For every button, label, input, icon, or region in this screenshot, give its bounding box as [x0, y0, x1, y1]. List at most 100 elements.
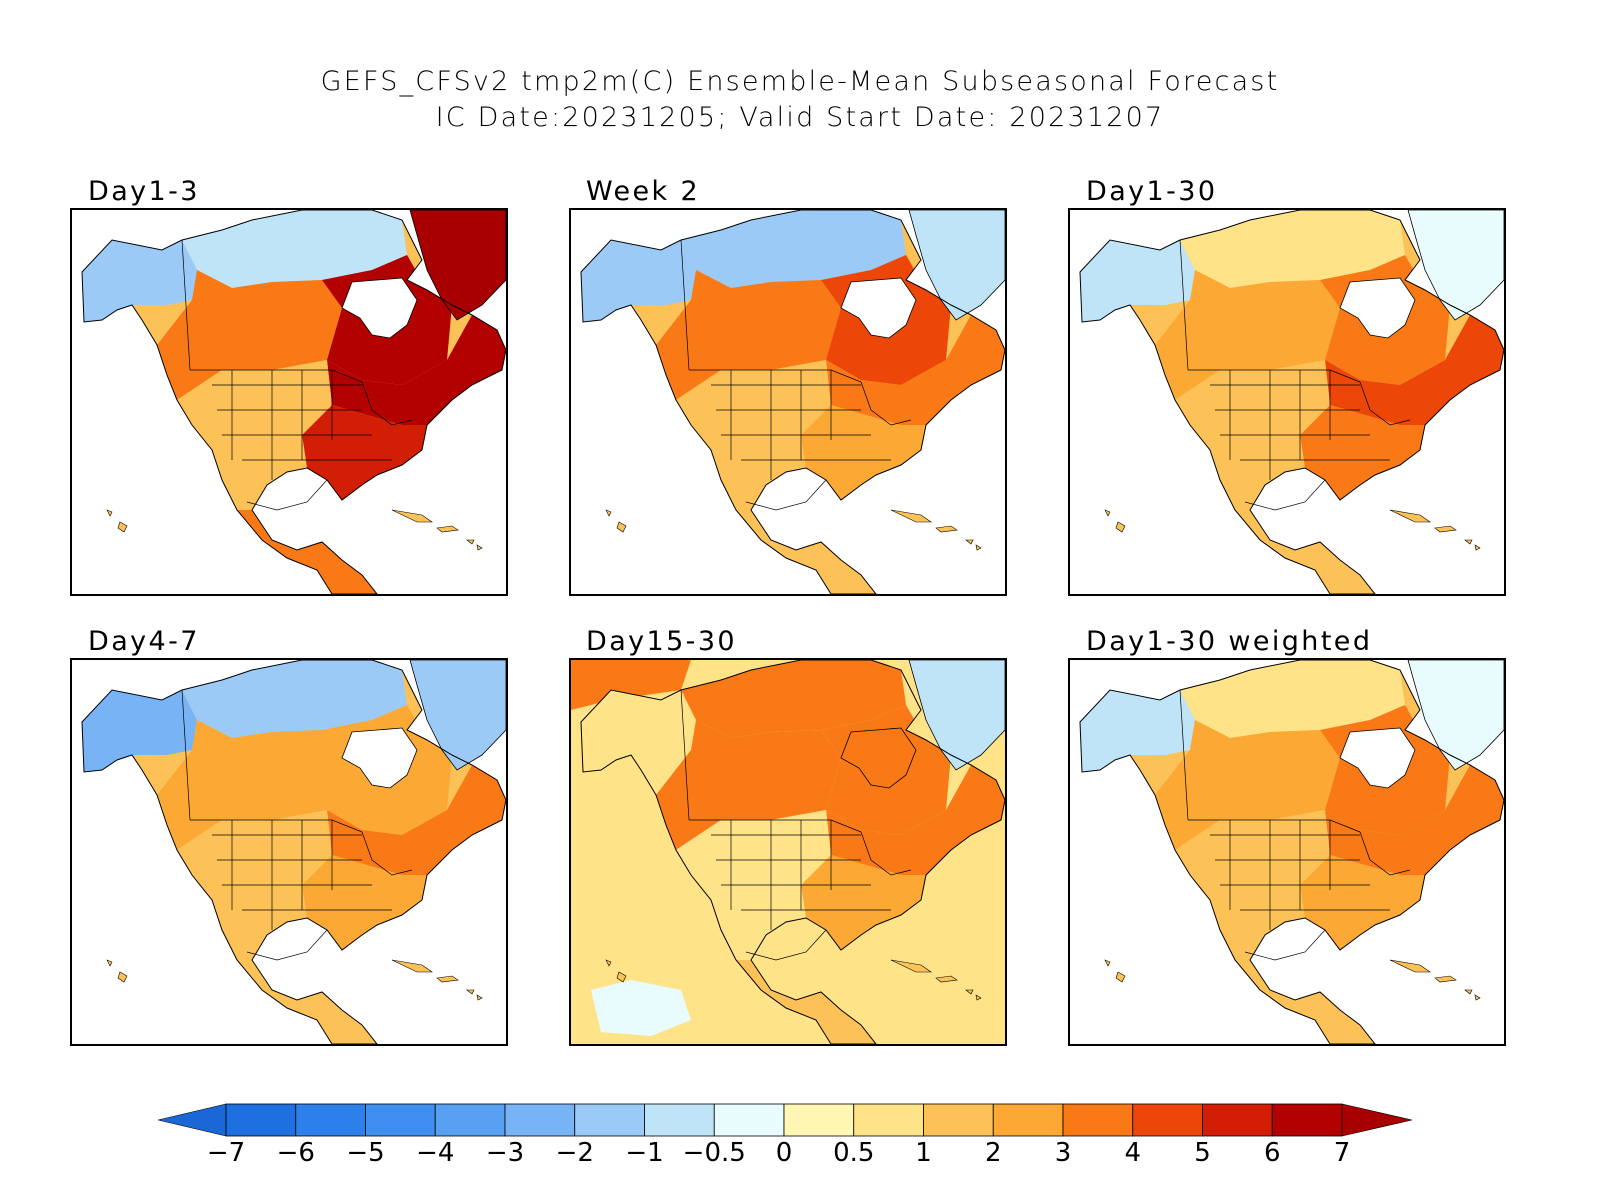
anomaly-region-west-alaska [1080, 240, 1195, 322]
anomaly-region-great-lakes [1325, 315, 1504, 425]
colorbar-tick-label: 7 [1333, 1138, 1351, 1168]
colorbar-swatch [1132, 1103, 1203, 1137]
anomaly-region-eastern-us [1300, 855, 1425, 950]
colorbar-tick-label: 2 [984, 1138, 1002, 1168]
state-border [680, 239, 690, 371]
anomaly-region-northwest-canada [656, 270, 841, 400]
greenland [409, 210, 506, 321]
hudson-bay [1339, 277, 1416, 339]
colorbar-swatch [295, 1103, 366, 1137]
colorbar-swatch [434, 1103, 506, 1137]
anomaly-region-northwest-canada [1155, 270, 1340, 400]
hudson-bay [1339, 727, 1416, 789]
anomaly-region-mexico [237, 510, 377, 594]
colorbar-swatch [853, 1103, 924, 1137]
island [466, 989, 475, 995]
anomaly-region-eastern-us [801, 405, 926, 500]
island [616, 971, 627, 983]
panel-label-week2: Week 2 [586, 176, 701, 207]
island [1104, 959, 1111, 967]
island [935, 975, 958, 983]
state-border [246, 479, 328, 511]
coastline [1079, 660, 1504, 1044]
greenland [1407, 210, 1504, 321]
anomaly-region-northwest-canada [157, 270, 342, 400]
anomaly-region-north-arctic [182, 660, 407, 738]
anomaly-region-mexico [1235, 510, 1375, 594]
colorbar-swatch [923, 1103, 994, 1137]
state-border [1359, 831, 1411, 876]
hudson-bay [341, 727, 418, 789]
state-border [745, 479, 827, 511]
island [605, 509, 612, 517]
anomaly-region-west-alaska [82, 690, 197, 772]
pacific-cool-patch [591, 980, 691, 1036]
colorbar-tick-label: −7 [206, 1138, 246, 1168]
anomaly-region-great-lakes [1325, 765, 1504, 875]
colorbar-swatch [225, 1103, 297, 1137]
island [106, 959, 113, 967]
state-border [361, 831, 413, 876]
anomaly-region-eastern-us [1300, 405, 1425, 500]
island [1434, 975, 1457, 983]
anomaly-region-north-arctic [1180, 210, 1405, 288]
island [975, 544, 982, 551]
anomaly-region-great-lakes [327, 315, 506, 425]
greenland [908, 660, 1005, 771]
anomaly-region-west-alaska [82, 240, 197, 322]
state-border [860, 381, 912, 426]
island [605, 959, 612, 967]
island [117, 971, 128, 983]
island [1474, 994, 1481, 1001]
greenland [908, 210, 1005, 321]
island [1115, 521, 1126, 533]
greenland [1407, 660, 1504, 771]
anomaly-region-great-lakes [327, 765, 506, 875]
state-border [1244, 479, 1326, 511]
anomaly-region-north-arctic [1180, 660, 1405, 738]
colorbar-swatch [574, 1103, 645, 1137]
island [616, 521, 627, 533]
state-border [181, 239, 191, 371]
map-panel-week2 [569, 208, 1007, 596]
island [965, 989, 974, 995]
anomaly-region-great-lakes [826, 765, 1005, 875]
anomaly-region-eastern-us [801, 855, 926, 950]
anomaly-region-northwest-canada [656, 720, 841, 850]
coastline [81, 210, 506, 594]
anomaly-region-north-arctic [182, 210, 407, 288]
colorbar-under-triangle [158, 1103, 227, 1137]
colorbar-tick-label: 5 [1194, 1138, 1211, 1168]
colorbar-tick-label: −0.5 [682, 1138, 746, 1168]
map-panel-day15-30 [569, 658, 1007, 1046]
colorbar-tick-label: −1 [625, 1138, 664, 1168]
anomaly-region-west-alaska [581, 240, 696, 322]
anomaly-region-mexico [237, 960, 377, 1044]
island [391, 509, 433, 523]
anomaly-region-eastern-us [302, 855, 427, 950]
island [890, 509, 932, 523]
colorbar-tick-label: 1 [915, 1138, 932, 1168]
island [890, 959, 932, 973]
colorbar-tick-label: 0.5 [833, 1138, 875, 1168]
map-panel-day4-7 [70, 658, 508, 1046]
colorbar-tick-label: −3 [485, 1138, 525, 1168]
hudson-bay [341, 277, 418, 339]
anomaly-region-north-arctic [681, 660, 906, 738]
colorbar-swatch [644, 1103, 715, 1137]
arctic-warm-patch [571, 660, 691, 710]
anomaly-region-west-alaska [1080, 690, 1195, 772]
colorbar-tick-label: 6 [1263, 1138, 1281, 1168]
island [1464, 539, 1473, 545]
panel-label-day15-30: Day15-30 [586, 626, 737, 657]
island [935, 525, 958, 533]
anomaly-region-eastern-us [302, 405, 427, 500]
island [1474, 544, 1481, 551]
anomaly-field [581, 660, 1005, 1044]
colorbar-tick-label: −6 [276, 1138, 315, 1168]
state-border [246, 929, 328, 961]
island [476, 544, 483, 551]
colorbar-swatch [713, 1103, 785, 1137]
coastline [580, 210, 1005, 594]
colorbar-swatch [1202, 1103, 1273, 1137]
